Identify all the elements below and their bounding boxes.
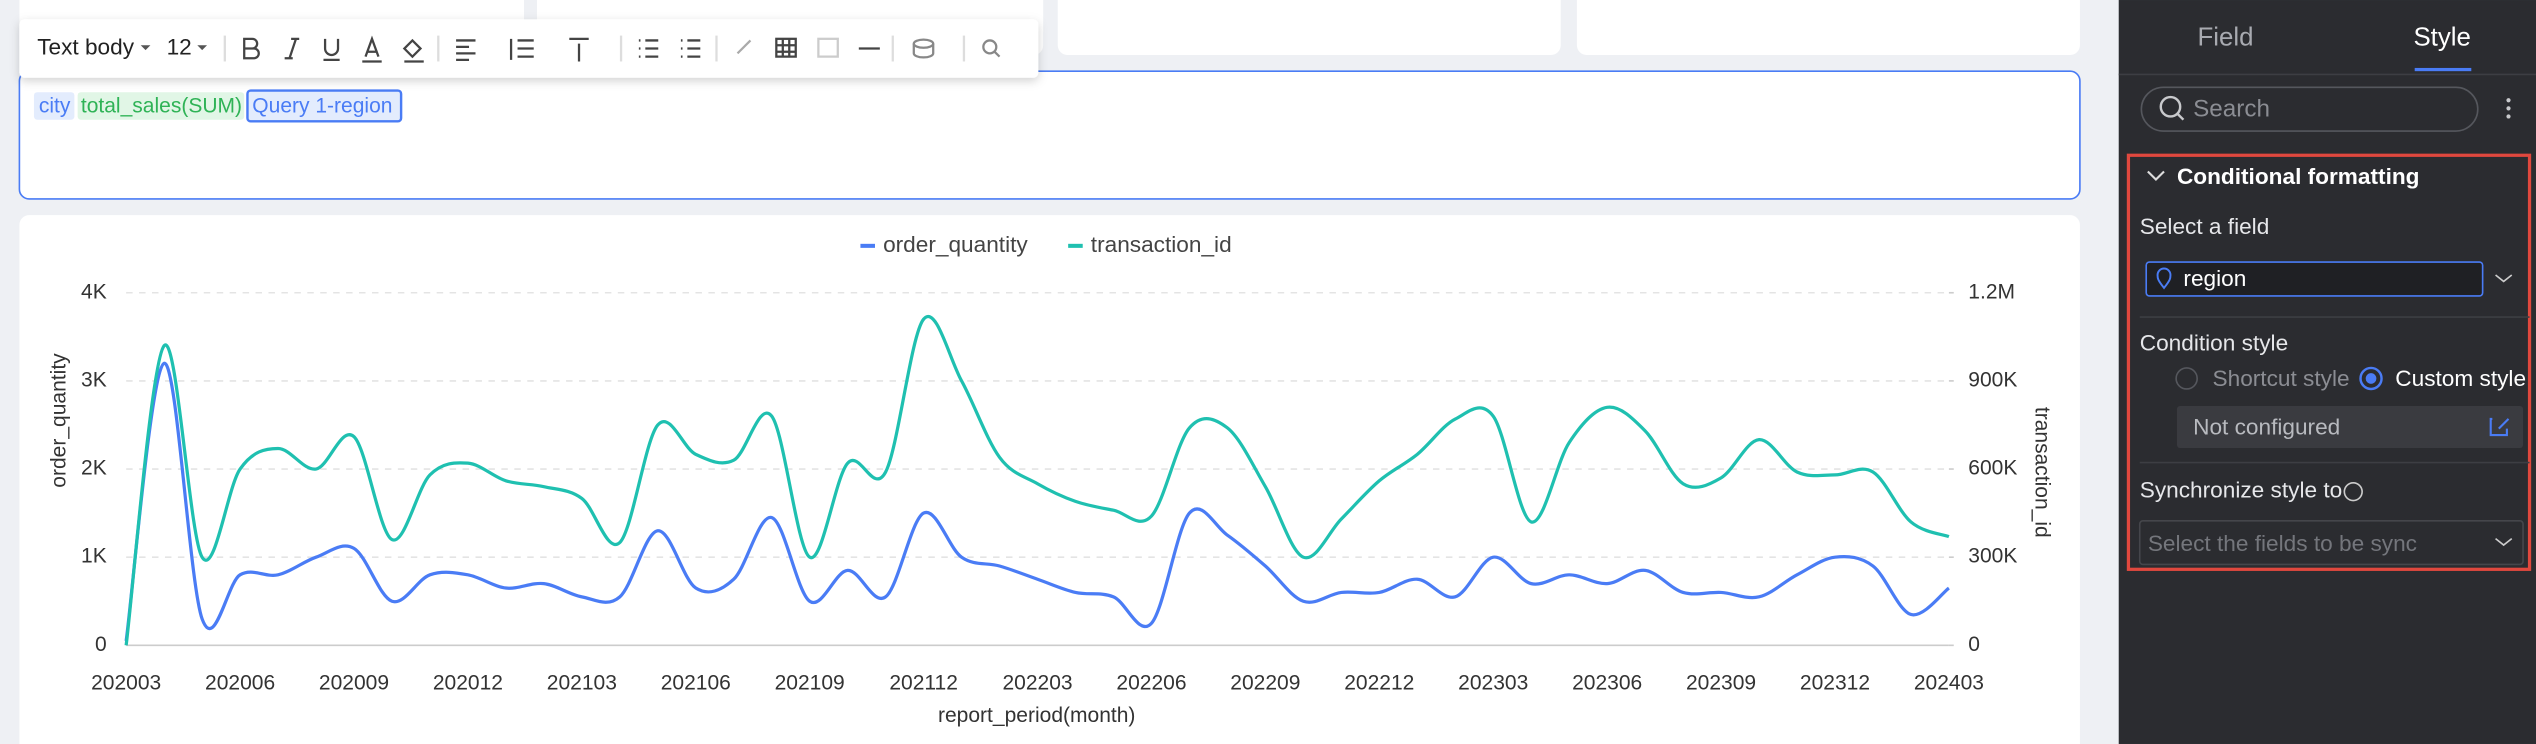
radio-label[interactable]: Shortcut style <box>2213 366 2350 391</box>
side-panel <box>2118 0 2536 744</box>
y-tick-label: 3K <box>81 368 107 391</box>
caret <box>140 45 151 51</box>
edit-icon[interactable] <box>2489 417 2510 437</box>
label: Select a field <box>2140 214 2270 239</box>
caret <box>197 45 208 51</box>
search-icon <box>2176 112 2185 121</box>
x-tick-label: 202106 <box>661 672 731 695</box>
radio-dot <box>2365 373 2377 384</box>
x-tick-label: 202309 <box>1686 672 1756 695</box>
font-size[interactable]: 12 <box>167 35 192 60</box>
y2-axis-title: transaction_id <box>2031 407 2054 538</box>
y-tick-label: 1K <box>81 545 107 568</box>
x-tick-label: 202303 <box>1458 672 1528 695</box>
x-tick-label: 202006 <box>205 672 275 695</box>
chart: 0 1K 2K 3K 4K 0 300K 600K 900K 1.2M 202003 202006 20… <box>81 232 2017 695</box>
x-tick-label: 202306 <box>1572 672 1642 695</box>
y2-tick-label: 0 <box>1968 633 1980 656</box>
x-tick-label: 202212 <box>1344 672 1414 695</box>
search-box[interactable] <box>2140 86 2479 132</box>
card <box>1576 0 2080 55</box>
field-value: region <box>2183 266 2246 291</box>
x-tick-label: 202203 <box>1002 672 1072 695</box>
y2-tick-label: 900K <box>1968 368 2017 391</box>
token[interactable]: Query 1-region <box>252 94 392 117</box>
more-menu[interactable] <box>2506 98 2511 119</box>
tab[interactable]: Field <box>2197 24 2253 52</box>
search-placeholder: Search <box>2193 95 2270 122</box>
text-style[interactable]: Text body <box>37 35 135 60</box>
x-tick-label: 202209 <box>1230 672 1300 695</box>
search-icon <box>2159 95 2182 118</box>
collapse-icon[interactable] <box>2147 170 2165 182</box>
chart-card <box>19 215 2080 744</box>
y-tick-label: 2K <box>81 457 107 480</box>
token-bg <box>246 89 403 123</box>
legend-label: order_quantity <box>883 232 1028 257</box>
x-tick-label: 202206 <box>1116 672 1186 695</box>
tab-underline <box>2414 67 2472 72</box>
y2-tick-label: 600K <box>1968 457 2017 480</box>
x-tick-label: 202312 <box>1800 672 1870 695</box>
toolbar-icons[interactable] <box>223 35 1001 63</box>
y2-tick-label: 300K <box>1968 545 2017 568</box>
highlight-box <box>2126 153 2532 571</box>
label: Synchronize style to <box>2140 478 2342 503</box>
text-editor[interactable] <box>18 70 2081 200</box>
custom-style-value: Not configured <box>2193 415 2340 440</box>
radio-label[interactable]: Custom style <box>2395 366 2526 391</box>
x-axis-title: report_period(month) <box>938 704 1135 727</box>
card <box>1057 0 1561 55</box>
section-title[interactable]: Conditional formatting <box>2177 164 2420 189</box>
sync-placeholder: Select the fields to be sync <box>2148 531 2417 556</box>
y-tick-label: 4K <box>81 280 107 303</box>
field-icon <box>2156 267 2172 290</box>
token[interactable]: total_sales(SUM) <box>81 94 242 117</box>
token[interactable]: city <box>39 94 71 117</box>
field-select[interactable] <box>2145 261 2484 297</box>
y-tick-label: 0 <box>95 633 107 656</box>
sync-select[interactable] <box>2138 519 2524 566</box>
y-axis-title: order_quantity <box>47 353 70 488</box>
dropdown-icon[interactable] <box>2495 274 2513 283</box>
label: Condition style <box>2140 330 2288 355</box>
y2-tick-label: 1.2M <box>1968 280 2015 303</box>
token-bg <box>77 92 245 120</box>
line-series <box>124 315 1950 646</box>
line-series <box>124 361 1950 642</box>
token-bg <box>33 92 75 120</box>
radio[interactable] <box>2359 366 2383 391</box>
x-tick-label: 202112 <box>889 672 958 695</box>
x-tick-label: 202103 <box>547 672 617 695</box>
x-tick-label: 202003 <box>91 672 161 695</box>
x-tick-label: 202012 <box>433 672 503 695</box>
custom-style-box[interactable] <box>2176 405 2524 449</box>
dropdown-icon[interactable] <box>2495 537 2513 547</box>
x-tick-label: 202109 <box>775 672 845 695</box>
legend-label: transaction_id <box>1091 232 1232 257</box>
x-tick-label: 202403 <box>1914 672 1984 695</box>
x-tick-label: 202009 <box>319 672 389 695</box>
radio[interactable] <box>2175 367 2198 390</box>
tab[interactable]: Style <box>2413 24 2471 52</box>
info-icon[interactable] <box>2343 481 2363 502</box>
